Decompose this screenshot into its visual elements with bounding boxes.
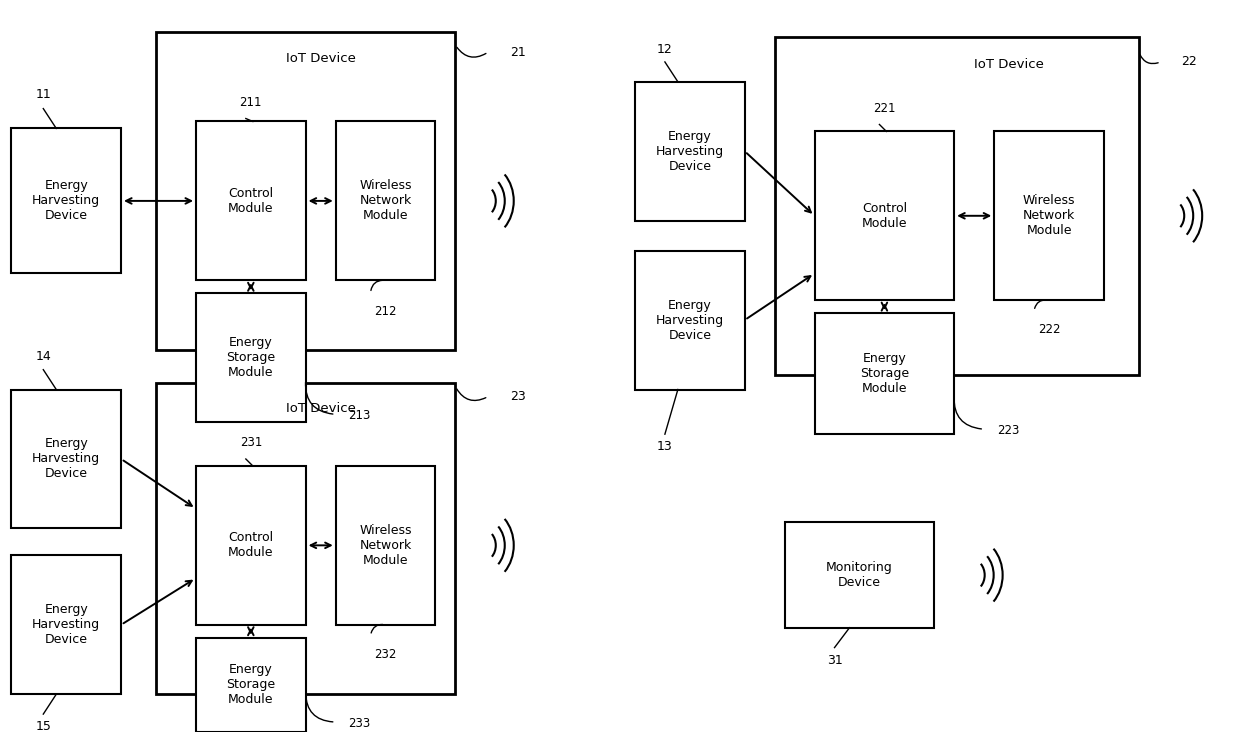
Text: Energy
Harvesting
Device: Energy Harvesting Device	[656, 299, 724, 342]
Bar	[336, 466, 435, 625]
Text: 212: 212	[374, 305, 397, 318]
Text: Energy
Storage
Module: Energy Storage Module	[226, 663, 275, 707]
Text: 11: 11	[36, 88, 51, 101]
Bar	[11, 555, 122, 694]
Bar	[635, 82, 745, 221]
Text: 23: 23	[510, 390, 526, 403]
Text: Wireless
Network
Module: Wireless Network Module	[360, 180, 412, 222]
Text: 14: 14	[36, 350, 51, 364]
Text: 213: 213	[348, 409, 371, 422]
Text: 21: 21	[510, 46, 526, 59]
Text: Energy
Storage
Module: Energy Storage Module	[859, 352, 909, 395]
Bar	[775, 37, 1138, 375]
Text: IoT Device: IoT Device	[975, 58, 1044, 71]
Bar	[815, 132, 955, 300]
Text: IoT Device: IoT Device	[285, 402, 356, 415]
Text: Wireless
Network
Module: Wireless Network Module	[1023, 194, 1075, 237]
Bar	[11, 389, 122, 528]
Bar	[785, 522, 934, 628]
Text: 222: 222	[1038, 323, 1060, 336]
Text: IoT Device: IoT Device	[285, 52, 356, 66]
Text: 221: 221	[873, 102, 895, 115]
Text: Energy
Harvesting
Device: Energy Harvesting Device	[32, 437, 100, 481]
Bar	[196, 121, 306, 280]
Text: 232: 232	[374, 648, 397, 661]
Text: Energy
Storage
Module: Energy Storage Module	[226, 336, 275, 379]
Bar	[156, 383, 455, 694]
Text: 12: 12	[657, 43, 673, 55]
Bar	[156, 32, 455, 350]
Bar	[815, 313, 955, 434]
Text: Control
Module: Control Module	[228, 187, 274, 215]
Bar	[635, 250, 745, 389]
Text: 233: 233	[348, 717, 371, 730]
Text: Energy
Harvesting
Device: Energy Harvesting Device	[32, 604, 100, 646]
Bar	[196, 466, 306, 625]
Bar	[196, 637, 306, 732]
Text: Energy
Harvesting
Device: Energy Harvesting Device	[656, 130, 724, 173]
Bar	[994, 132, 1104, 300]
Text: Wireless
Network
Module: Wireless Network Module	[360, 524, 412, 567]
Text: Control
Module: Control Module	[228, 531, 274, 559]
Text: Control
Module: Control Module	[862, 202, 908, 230]
Text: 13: 13	[657, 439, 673, 453]
Text: Monitoring
Device: Monitoring Device	[826, 561, 893, 589]
Text: 22: 22	[1180, 55, 1197, 68]
Text: 31: 31	[827, 654, 842, 667]
Text: 231: 231	[239, 436, 262, 449]
Text: 223: 223	[997, 424, 1019, 437]
Bar	[11, 129, 122, 273]
Bar	[196, 293, 306, 422]
Text: Energy
Harvesting
Device: Energy Harvesting Device	[32, 180, 100, 222]
Text: 15: 15	[36, 721, 51, 734]
Text: 211: 211	[239, 96, 262, 109]
Bar	[336, 121, 435, 280]
